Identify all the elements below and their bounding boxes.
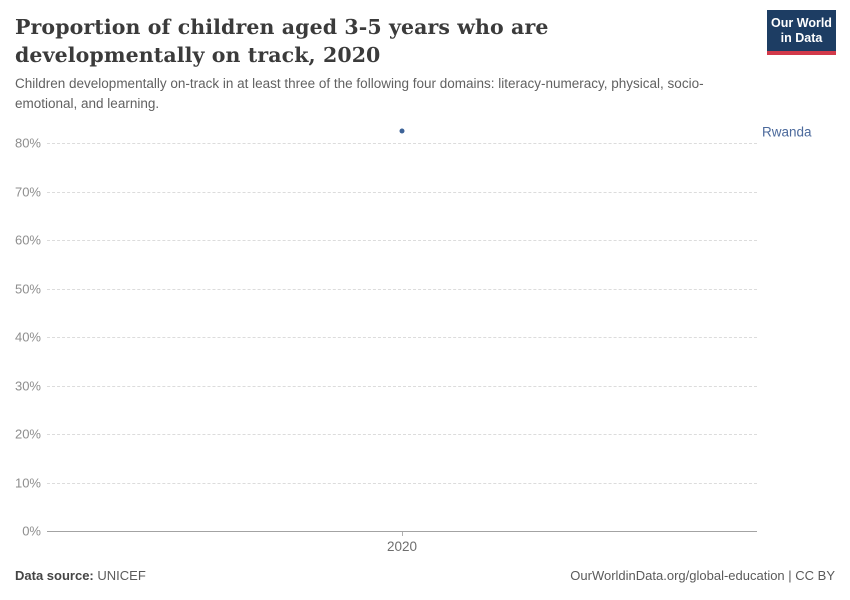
y-axis-tick-label: 10% (14, 475, 41, 490)
chart-footer: Data source: UNICEF OurWorldinData.org/g… (15, 568, 835, 583)
y-gridline (47, 337, 757, 338)
y-gridline (47, 434, 757, 435)
owid-logo[interactable]: Our World in Data (767, 10, 836, 55)
y-axis-tick-label: 30% (14, 378, 41, 393)
y-gridline (47, 385, 757, 387)
attribution[interactable]: OurWorldinData.org/global-education | CC… (570, 568, 835, 583)
y-gridline (47, 482, 757, 484)
y-gridline (47, 288, 757, 290)
y-axis-tick-label: 70% (14, 184, 41, 199)
y-axis-tick-label: 40% (14, 329, 41, 345)
y-axis-tick-label: 0% (22, 523, 41, 539)
y-axis-tick-label: 50% (14, 281, 41, 296)
y-axis-tick-label: 20% (14, 426, 41, 442)
y-axis-tick-label: 60% (14, 232, 41, 248)
y-gridline (47, 191, 757, 193)
owid-logo-line2: in Data (780, 31, 823, 45)
x-axis-line (47, 531, 757, 532)
data-source-label: Data source: (15, 568, 94, 583)
y-gridline (47, 143, 757, 144)
y-axis-tick-label: 80% (14, 135, 41, 151)
series-label-rwanda[interactable]: Rwanda (762, 124, 812, 140)
chart-title: Proportion of children aged 3-5 years wh… (15, 15, 549, 67)
data-source: Data source: UNICEF (15, 568, 146, 583)
x-axis-tick (402, 531, 403, 536)
data-source-value: UNICEF (97, 568, 146, 583)
owid-logo-line1: Our World (771, 16, 832, 30)
data-point-rwanda[interactable] (399, 128, 405, 134)
x-axis-tick-label: 2020 (386, 539, 418, 554)
y-gridline (47, 240, 757, 241)
chart-subtitle: Children developmentally on-track in at … (15, 76, 704, 111)
